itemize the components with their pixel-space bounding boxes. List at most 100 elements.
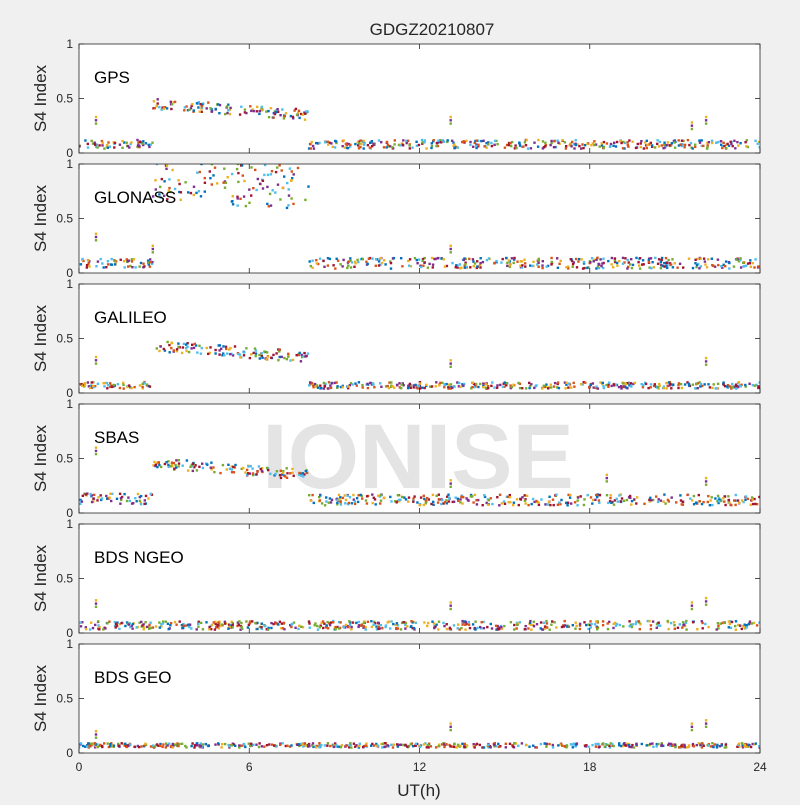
data-point [160, 177, 163, 181]
data-point [243, 179, 246, 183]
data-point [243, 351, 246, 354]
data-point [500, 625, 503, 629]
data-point [240, 621, 243, 625]
data-point [148, 145, 151, 149]
data-point [498, 628, 501, 631]
data-point [301, 472, 304, 475]
data-point [158, 349, 161, 353]
data-point [346, 146, 350, 150]
data-point [530, 383, 533, 386]
spike-point [704, 476, 708, 480]
data-point [757, 385, 760, 388]
data-point [637, 620, 640, 623]
data-points [79, 340, 760, 390]
data-point [623, 743, 627, 747]
data-point [464, 620, 467, 624]
data-point [643, 502, 646, 505]
data-point [118, 386, 122, 390]
data-point [161, 745, 164, 749]
data-point [673, 743, 676, 746]
data-point [473, 262, 477, 265]
data-point [309, 147, 312, 150]
data-point [196, 171, 199, 174]
data-point [551, 743, 554, 747]
y-axis-label: S4 Index [31, 184, 50, 252]
data-point [715, 387, 719, 390]
data-point [632, 382, 635, 386]
data-point [745, 626, 749, 629]
data-point [247, 472, 250, 475]
data-point [285, 476, 289, 479]
data-point [480, 139, 483, 143]
data-point [677, 144, 681, 147]
data-point [334, 381, 337, 385]
data-point [318, 742, 321, 745]
data-point [230, 465, 233, 468]
data-point [651, 145, 654, 148]
data-point [612, 503, 616, 506]
data-point [385, 140, 389, 144]
data-point [627, 261, 630, 264]
data-point [347, 626, 350, 629]
data-point [172, 461, 175, 465]
data-point [365, 742, 368, 745]
data-point [260, 355, 263, 358]
data-point [509, 142, 512, 145]
data-point [343, 146, 347, 149]
data-point [158, 193, 161, 196]
data-point [633, 381, 637, 385]
data-point [244, 204, 248, 208]
data-point [358, 142, 361, 145]
data-point [721, 145, 724, 148]
data-point [162, 107, 165, 110]
data-point [570, 386, 573, 389]
data-point [201, 466, 205, 470]
data-point [473, 141, 476, 145]
data-point [474, 620, 477, 623]
data-point [400, 621, 404, 625]
data-point [309, 142, 312, 146]
y-tick-label: 0.5 [56, 332, 73, 346]
data-point [260, 745, 264, 748]
data-point [710, 496, 713, 499]
data-point [495, 628, 498, 631]
data-point [279, 469, 282, 472]
data-point [472, 265, 475, 268]
data-point [400, 387, 403, 390]
data-point [710, 257, 713, 260]
data-point [434, 385, 437, 388]
data-point [121, 139, 124, 143]
data-point [225, 105, 229, 108]
data-point [228, 467, 232, 470]
data-point [169, 465, 173, 468]
data-point [386, 621, 389, 624]
data-point [409, 386, 412, 389]
data-point [574, 744, 577, 748]
data-point [692, 745, 696, 748]
data-point [712, 745, 715, 749]
y-tick-label: 1 [66, 637, 73, 651]
data-point [84, 627, 88, 631]
data-point [659, 261, 663, 264]
data-point [727, 626, 730, 629]
data-point [385, 146, 388, 149]
data-point [315, 259, 318, 262]
data-point [749, 265, 753, 268]
data-point [757, 265, 760, 268]
data-point [685, 619, 688, 623]
data-point [381, 627, 384, 630]
data-point [696, 382, 700, 385]
data-point [118, 492, 122, 495]
data-point [161, 622, 165, 625]
data-point [630, 499, 634, 503]
data-point [519, 260, 522, 263]
data-point [124, 742, 127, 745]
data-point [139, 261, 143, 265]
data-point [165, 167, 168, 170]
data-point [84, 745, 87, 748]
data-point [148, 626, 151, 629]
data-point [143, 499, 146, 502]
data-point [425, 147, 428, 150]
data-point [734, 383, 738, 386]
data-point [239, 197, 242, 200]
